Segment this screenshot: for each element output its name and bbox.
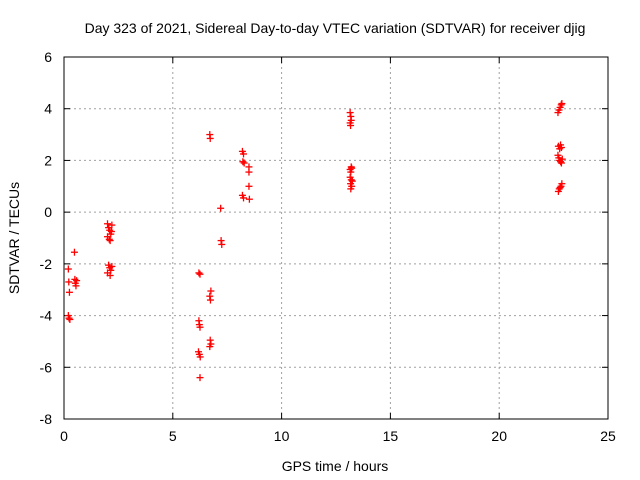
y-axis-label: SDTVAR / TECUs — [6, 182, 22, 294]
data-point — [206, 343, 214, 351]
data-point — [195, 269, 203, 277]
data-point — [557, 101, 565, 109]
data-point — [245, 195, 253, 203]
data-point — [557, 144, 565, 151]
data-point — [108, 262, 116, 270]
data-point — [217, 204, 225, 212]
x-tick-labels: 0 5 10 15 20 25 — [60, 428, 616, 444]
y-tick-label: -8 — [40, 411, 53, 427]
data-point — [196, 323, 204, 331]
x-axis-label: GPS time / hours — [282, 458, 389, 474]
data-point — [104, 220, 112, 228]
data-points — [64, 100, 566, 382]
data-point — [348, 164, 356, 172]
data-point — [240, 159, 248, 167]
x-tick-label: 10 — [274, 428, 290, 444]
plot-frame — [63, 56, 609, 420]
data-point — [240, 150, 248, 158]
data-point — [105, 235, 113, 243]
data-point — [207, 287, 215, 295]
y-tick-label: 6 — [44, 49, 52, 65]
data-point — [347, 185, 355, 193]
data-point — [65, 314, 73, 322]
data-point — [196, 270, 204, 278]
x-tick-label: 0 — [60, 428, 68, 444]
data-point — [72, 282, 80, 290]
y-tick-label: 2 — [44, 152, 52, 168]
data-point — [65, 288, 73, 296]
axis-ticks — [63, 56, 609, 420]
y-tick-label: 4 — [44, 101, 52, 117]
data-point — [206, 292, 214, 300]
data-point — [558, 155, 566, 163]
data-point — [245, 168, 253, 176]
chart-title: Day 323 of 2021, Sidereal Day-to-day VTE… — [85, 20, 586, 36]
y-tick-labels: -8 -6 -4 -2 0 2 4 6 — [40, 49, 53, 427]
x-tick-label: 20 — [491, 428, 507, 444]
data-point — [106, 271, 114, 279]
data-point — [66, 315, 74, 323]
data-point — [239, 158, 247, 166]
x-tick-label: 5 — [169, 428, 177, 444]
data-point — [558, 100, 566, 108]
data-point — [206, 336, 214, 344]
data-point — [65, 278, 73, 286]
data-point — [556, 184, 564, 192]
data-point — [347, 176, 355, 184]
data-point — [73, 277, 81, 285]
data-point — [348, 177, 356, 185]
x-tick-label: 15 — [383, 428, 399, 444]
data-point — [558, 180, 566, 188]
y-tick-label: 0 — [44, 204, 52, 220]
data-point — [347, 122, 355, 130]
grid-lines — [64, 57, 608, 419]
y-tick-label: -2 — [40, 256, 53, 272]
data-point — [196, 353, 204, 361]
data-point — [245, 182, 253, 190]
data-point — [557, 159, 565, 167]
data-point — [70, 248, 78, 256]
data-point — [206, 296, 214, 304]
y-tick-label: -4 — [40, 308, 53, 324]
data-point — [64, 265, 72, 273]
data-point — [217, 237, 225, 245]
data-point — [347, 168, 355, 176]
data-point — [240, 194, 248, 202]
data-point — [196, 374, 204, 382]
data-point — [346, 109, 354, 117]
x-tick-label: 25 — [600, 428, 616, 444]
data-point — [107, 228, 115, 236]
data-point — [106, 237, 114, 245]
data-point — [108, 221, 116, 229]
y-tick-label: -6 — [40, 359, 53, 375]
data-point — [218, 240, 226, 248]
data-point — [206, 134, 214, 142]
